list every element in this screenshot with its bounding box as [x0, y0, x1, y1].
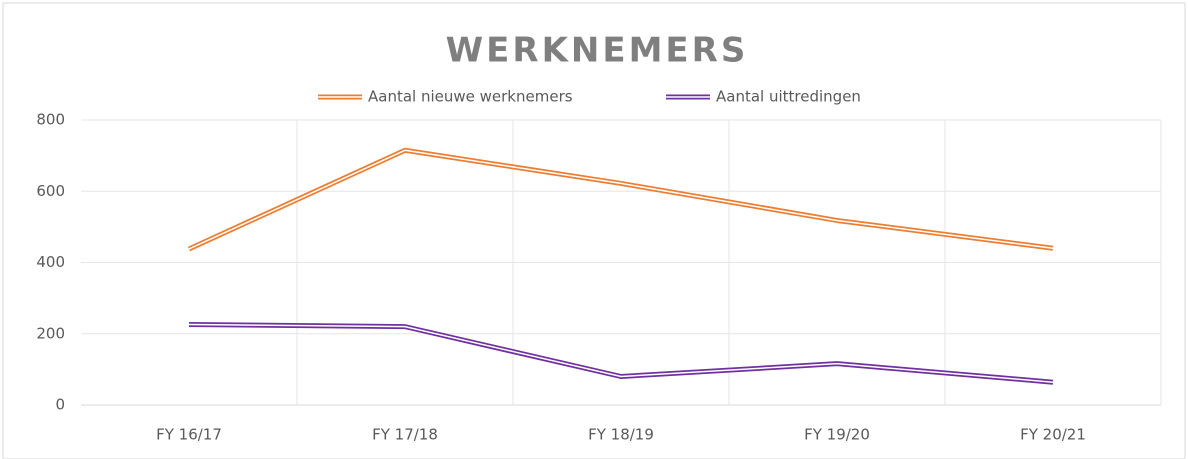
legend-label: Aantal uittredingen	[716, 88, 861, 106]
series-line-inner	[188, 149, 1054, 250]
chart-title: WERKNEMERS	[446, 31, 749, 71]
y-tick-label: 400	[36, 253, 65, 271]
x-tick-label: FY 18/19	[588, 426, 654, 444]
x-tick-label: FY 19/20	[804, 426, 870, 444]
y-tick-label: 800	[36, 111, 65, 129]
y-tick-label: 0	[55, 396, 65, 414]
y-tick-label: 600	[36, 182, 65, 200]
y-tick-label: 200	[36, 324, 65, 342]
x-tick-label: FY 16/17	[156, 426, 222, 444]
legend-label: Aantal nieuwe werknemers	[368, 88, 573, 106]
x-tick-label: FY 17/18	[372, 426, 438, 444]
x-tick-label: FY 20/21	[1020, 426, 1086, 444]
series-line-inner	[188, 323, 1054, 383]
